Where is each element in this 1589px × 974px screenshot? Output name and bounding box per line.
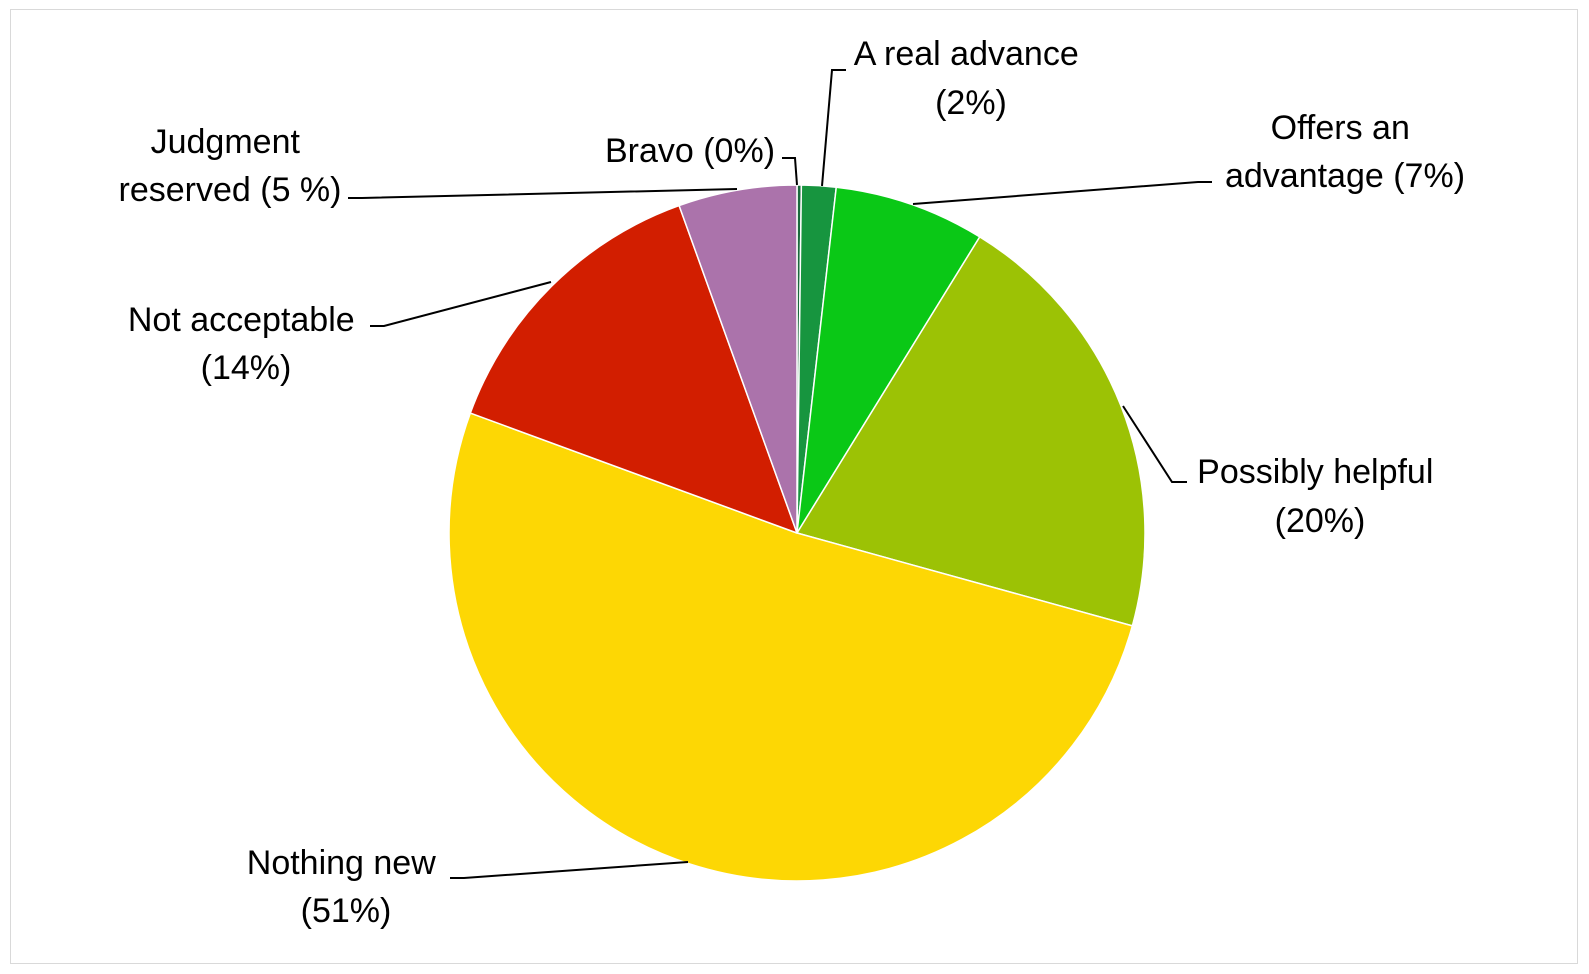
slice-label-bravo-line-1: Bravo (0%): [605, 132, 775, 170]
slice-label-real-advance-line-1: A real advance: [854, 35, 1079, 73]
slice-label-judgment-reserved-line-1: Judgment: [151, 123, 301, 161]
leader-line-judgment-reserved: [348, 188, 738, 199]
slice-label-offers-advantage-line-1: Offers an: [1271, 109, 1410, 147]
pie-slice-possibly-helpful: [796, 236, 1146, 627]
leader-line-possibly-helpful: [1122, 405, 1187, 483]
slice-label-not-acceptable-line-1: Not acceptable: [128, 301, 355, 339]
slice-label-nothing-new: Nothing new (51%): [247, 844, 445, 930]
slice-label-judgment-reserved: Judgment reserved (5 %): [119, 123, 342, 209]
leader-line-not-acceptable: [370, 281, 552, 327]
pie-slice-not-acceptable: [469, 204, 798, 534]
slice-label-nothing-new-line-2: (51%): [301, 892, 392, 930]
slice-label-judgment-reserved-line-2: reserved (5 %): [119, 171, 342, 209]
slice-label-real-advance: A real advance (2%): [854, 35, 1088, 122]
slice-label-possibly-helpful-line-2: (20%): [1275, 502, 1366, 540]
leader-line-real-advance: [821, 69, 846, 187]
slice-label-real-advance-line-2: (2%): [935, 84, 1007, 122]
slice-label-bravo: Bravo (0%): [605, 132, 775, 170]
leader-line-bravo: [782, 157, 798, 186]
slice-label-not-acceptable: Not acceptable (14%): [128, 301, 364, 387]
slice-label-offers-advantage: Offers an advantage (7%): [1225, 109, 1465, 195]
leader-lines: [348, 69, 1212, 879]
slice-labels: Bravo (0%) A real advance (2%) Offers an…: [119, 35, 1466, 930]
slice-label-nothing-new-line-1: Nothing new: [247, 844, 436, 882]
slice-label-possibly-helpful: Possibly helpful (20%): [1197, 453, 1443, 540]
slice-label-possibly-helpful-line-1: Possibly helpful: [1197, 453, 1433, 491]
pie-slice-offers-advantage: [796, 186, 981, 534]
slice-label-not-acceptable-line-2: (14%): [201, 349, 292, 387]
pie-slice-nothing-new: [448, 412, 1134, 882]
leader-line-nothing-new: [450, 861, 689, 879]
slice-label-offers-advantage-line-2: advantage (7%): [1225, 157, 1465, 195]
pie-slices: [448, 184, 1146, 882]
leader-line-offers-advantage: [912, 181, 1212, 205]
